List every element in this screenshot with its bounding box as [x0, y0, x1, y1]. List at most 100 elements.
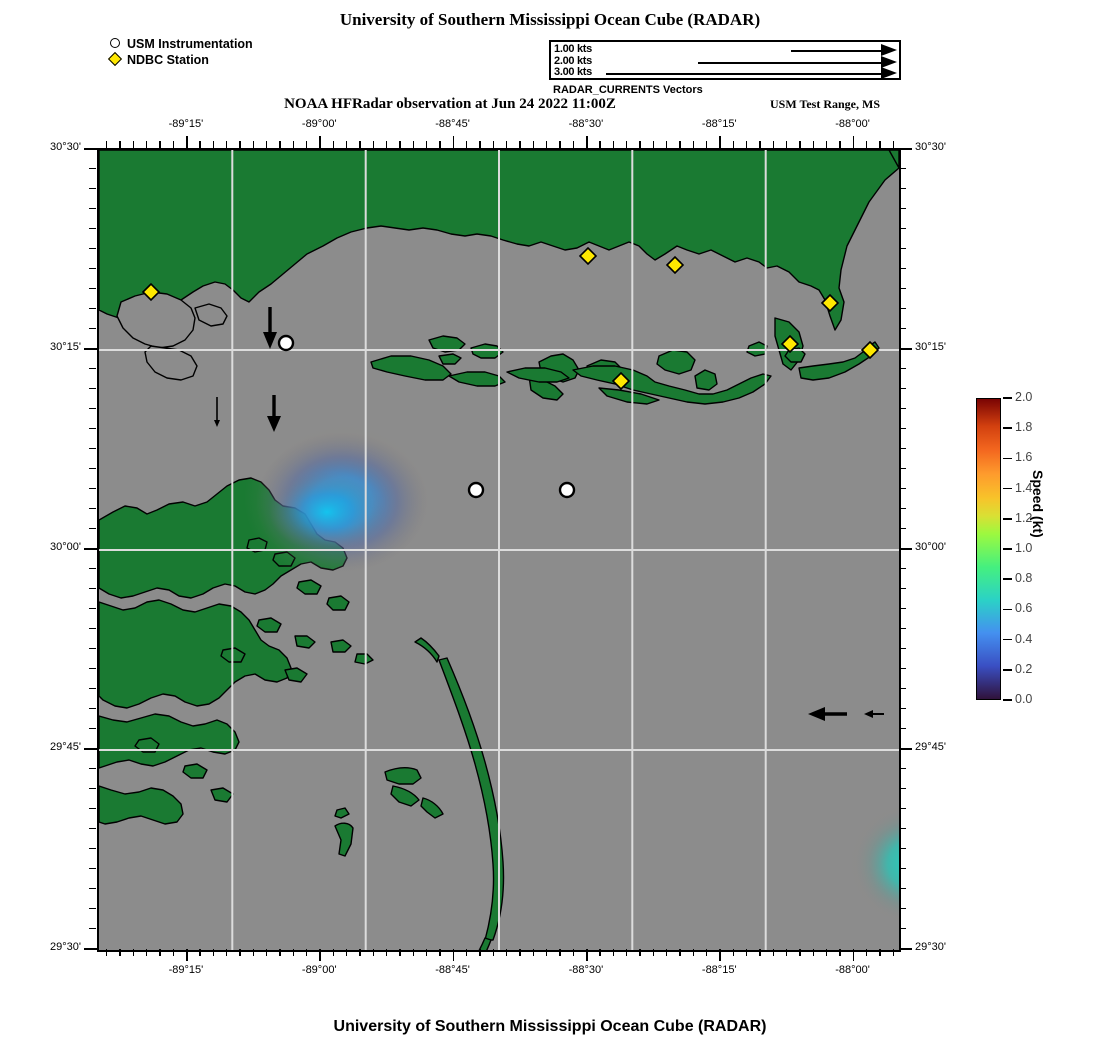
ndbc-station-marker[interactable]	[611, 371, 631, 391]
colorbar-tick	[1003, 487, 1012, 490]
lon-major-tick	[185, 949, 188, 961]
lat-minor-tick	[899, 328, 906, 330]
lon-minor-tick	[465, 141, 468, 148]
ndbc-station-marker[interactable]	[860, 340, 880, 360]
lon-minor-tick	[599, 141, 601, 148]
lon-minor-tick	[545, 949, 548, 956]
colorbar-tick	[1003, 427, 1012, 430]
ndbc-station-marker[interactable]	[665, 255, 685, 275]
lake-inlet	[194, 303, 228, 327]
breton-island-1	[384, 767, 422, 785]
petit-bois-island	[506, 367, 570, 383]
vector-scale-label-1: 1.00 kts	[554, 43, 592, 55]
test-range-label: USM Test Range, MS	[770, 97, 881, 111]
lat-minor-tick	[899, 268, 906, 270]
lat-minor-tick	[899, 788, 906, 790]
lat-major-tick	[899, 748, 912, 750]
colorbar[interactable]	[976, 398, 1001, 700]
lon-minor-tick	[839, 949, 841, 956]
lat-minor-tick	[89, 848, 96, 850]
lon-minor-tick	[239, 949, 241, 956]
lon-minor-tick	[532, 949, 534, 956]
lon-minor-tick	[265, 949, 268, 956]
usm-instrumentation-marker[interactable]	[558, 481, 576, 499]
lat-minor-tick	[899, 568, 906, 570]
ndbc-station-marker[interactable]	[820, 293, 840, 313]
fort-morgan-spit	[798, 341, 880, 381]
lon-minor-tick	[212, 949, 214, 956]
lon-major-tick	[719, 949, 722, 961]
lat-label-right: 29°30'	[915, 941, 946, 953]
north-patch-core	[269, 472, 385, 552]
lon-minor-tick	[572, 949, 574, 956]
lon-minor-tick	[785, 141, 788, 148]
lon-minor-tick	[825, 141, 828, 148]
colorbar-tick-label: 0.6	[1015, 601, 1033, 616]
ship-island	[370, 355, 452, 381]
lon-minor-tick	[865, 949, 868, 956]
lat-minor-tick	[89, 768, 96, 770]
lat-minor-tick	[89, 588, 96, 590]
lon-minor-tick	[412, 141, 414, 148]
lat-minor-tick	[89, 888, 96, 890]
station-markers	[141, 246, 880, 499]
lat-minor-tick	[899, 848, 906, 850]
lon-minor-tick	[759, 949, 761, 956]
ndbc-station-marker[interactable]	[578, 246, 598, 266]
usm-instrumentation-marker[interactable]	[467, 481, 485, 499]
colorbar-tick-label: 0.0	[1015, 692, 1033, 706]
lon-minor-tick	[759, 141, 761, 148]
legend-item-usm: USM Instrumentation	[108, 36, 253, 52]
lat-minor-tick	[89, 228, 96, 230]
lon-label-top: -88°45'	[435, 118, 470, 130]
usm-instrumentation-marker[interactable]	[277, 334, 295, 352]
lat-minor-tick	[899, 688, 906, 690]
lon-minor-tick	[239, 141, 241, 148]
vector-scale-label-3: 3.00 kts	[554, 66, 592, 78]
lon-minor-tick	[399, 141, 401, 148]
lon-minor-tick	[372, 141, 374, 148]
lat-minor-tick	[899, 408, 906, 410]
lat-minor-tick	[899, 368, 906, 370]
lon-minor-tick	[692, 141, 694, 148]
lon-label-bottom: -89°00'	[301, 964, 337, 976]
lat-minor-tick	[899, 388, 906, 390]
lon-minor-tick	[879, 141, 881, 148]
lat-minor-tick	[89, 928, 96, 930]
vector-arrow-southeast-2	[864, 710, 884, 718]
lat-minor-tick	[89, 668, 96, 670]
lon-minor-tick	[559, 949, 561, 956]
chandeleur-north-tip	[414, 637, 440, 663]
lon-minor-tick	[772, 949, 774, 956]
lon-minor-tick	[119, 949, 121, 956]
lon-minor-tick	[559, 141, 561, 148]
lat-minor-tick	[89, 528, 96, 530]
lat-minor-tick	[899, 168, 906, 170]
lon-major-tick	[719, 136, 722, 148]
lon-minor-tick	[652, 141, 654, 148]
lat-label-right: 29°45'	[915, 741, 946, 753]
legend-label-usm: USM Instrumentation	[127, 37, 253, 51]
ndbc-station-marker[interactable]	[780, 334, 800, 354]
legend-label-ndbc: NDBC Station	[127, 53, 209, 67]
lat-minor-tick	[89, 188, 96, 190]
lon-minor-tick	[612, 949, 614, 956]
lon-minor-tick	[772, 141, 774, 148]
colorbar-tick	[1003, 457, 1012, 460]
ndbc-station-marker[interactable]	[141, 282, 161, 302]
lon-minor-tick	[359, 949, 361, 956]
lat-minor-tick	[899, 448, 906, 450]
lat-minor-tick	[89, 828, 96, 830]
lon-minor-tick	[892, 949, 894, 956]
map-panel[interactable]	[97, 148, 901, 952]
current-vectors	[214, 307, 884, 721]
chandeleur-south-1	[478, 937, 492, 950]
lat-major-tick	[84, 548, 97, 550]
lat-minor-tick	[899, 868, 906, 870]
delta-frag-4	[326, 595, 350, 611]
delta-frag-6	[294, 635, 316, 649]
lon-minor-tick	[159, 949, 161, 956]
lon-label-bottom: -88°15'	[701, 964, 737, 976]
lat-minor-tick	[899, 668, 906, 670]
island-north-1	[428, 335, 466, 353]
